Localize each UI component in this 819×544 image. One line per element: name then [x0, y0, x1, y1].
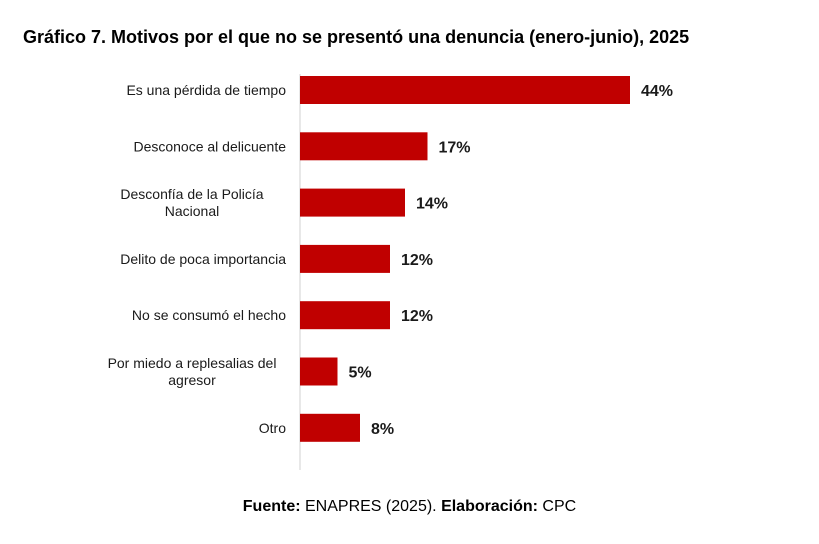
category-label-line: Desconoce al delicuente — [133, 138, 286, 154]
bar — [300, 413, 360, 442]
bar — [300, 132, 428, 161]
value-labels: 44% 17% 14% 12% 12% 5% 8% — [349, 83, 674, 438]
elaboration-label: Elaboración: — [441, 498, 538, 515]
category-label: No se consumó el hecho — [132, 307, 286, 323]
bar-value-label: 12% — [401, 308, 433, 325]
chart-title: Gráfico 7. Motivos por el que no se pres… — [23, 27, 690, 47]
source-text: ENAPRES (2025). — [300, 498, 442, 515]
category-label-line: Nacional — [165, 203, 219, 219]
bar — [300, 188, 405, 217]
category-label-line: agresor — [168, 372, 216, 388]
category-label: Es una pérdida de tiempo — [126, 82, 286, 98]
category-labels: Es una pérdida de tiempo Desconoce al del… — [108, 82, 287, 436]
chart-plot: Es una pérdida de tiempo Desconoce al del… — [108, 74, 674, 470]
category-label-line: No se consumó el hecho — [132, 307, 286, 323]
category-label: Desconoce al delicuente — [133, 138, 286, 154]
bar-value-label: 14% — [416, 196, 448, 213]
category-label-line: Otro — [259, 420, 286, 436]
category-label: Por miedo a replesalias del agresor — [108, 355, 277, 388]
bar-value-label: 8% — [371, 421, 394, 438]
bar-value-label: 12% — [401, 252, 433, 269]
source-note: Fuente: ENAPRES (2025). Elaboración: CPC — [0, 498, 819, 516]
bar-value-label: 17% — [439, 139, 471, 156]
bar — [300, 244, 390, 273]
bar-value-label: 5% — [349, 365, 372, 382]
category-label: Otro — [259, 420, 286, 436]
category-label: Delito de poca importancia — [120, 251, 286, 267]
bar — [300, 301, 390, 330]
source-label: Fuente: — [242, 498, 301, 515]
category-label-line: Es una pérdida de tiempo — [126, 82, 286, 98]
category-label-line: Desconfía de la Policía — [120, 186, 263, 202]
bar — [300, 357, 338, 386]
category-label-line: Por miedo a replesalias del — [108, 355, 277, 371]
bars — [300, 76, 630, 442]
category-label: Desconfía de la Policía Nacional — [120, 186, 263, 219]
category-label-line: Delito de poca importancia — [120, 251, 286, 267]
bar-value-label: 44% — [641, 83, 673, 100]
elaboration-text: CPC — [537, 498, 577, 515]
bar — [300, 76, 630, 104]
